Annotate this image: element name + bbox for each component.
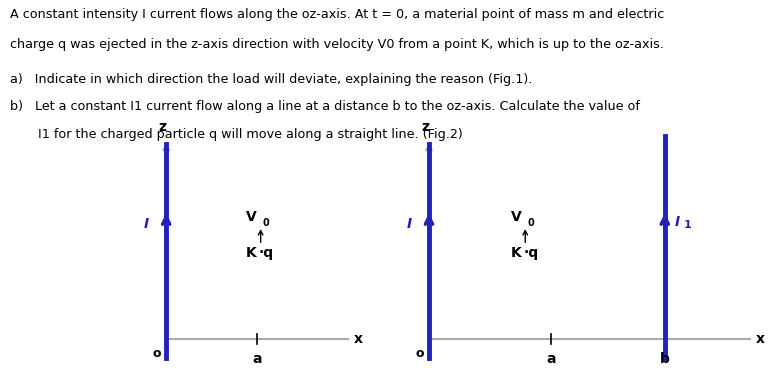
Text: 0: 0 bbox=[263, 218, 270, 228]
Text: I: I bbox=[144, 217, 149, 231]
Text: K: K bbox=[511, 246, 522, 260]
Text: b: b bbox=[660, 352, 669, 367]
Text: a)   Indicate in which direction the load will deviate, explaining the reason (F: a) Indicate in which direction the load … bbox=[10, 73, 533, 86]
Text: K: K bbox=[246, 246, 257, 260]
Text: V: V bbox=[246, 210, 257, 224]
Text: z: z bbox=[421, 120, 429, 134]
Text: b)   Let a constant I1 current flow along a line at a distance b to the oz-axis.: b) Let a constant I1 current flow along … bbox=[10, 100, 640, 113]
Text: I: I bbox=[407, 217, 412, 231]
Text: V: V bbox=[511, 210, 522, 224]
Text: ·q: ·q bbox=[524, 246, 539, 260]
Text: a: a bbox=[547, 352, 556, 367]
Text: z: z bbox=[158, 120, 166, 134]
Text: ·q: ·q bbox=[259, 246, 274, 260]
Text: charge q was ejected in the z-axis direction with velocity V0 from a point K, wh: charge q was ejected in the z-axis direc… bbox=[10, 38, 664, 51]
Text: a: a bbox=[252, 352, 262, 367]
Text: o: o bbox=[153, 347, 161, 360]
Text: x: x bbox=[354, 332, 363, 346]
Text: I1 for the charged particle q will move along a straight line. (Fig.2): I1 for the charged particle q will move … bbox=[10, 128, 463, 141]
Text: x: x bbox=[756, 332, 765, 346]
Text: o: o bbox=[416, 347, 424, 360]
Text: A constant intensity I current flows along the oz-axis. At t = 0, a material poi: A constant intensity I current flows alo… bbox=[10, 8, 664, 21]
Text: 0: 0 bbox=[527, 218, 534, 228]
Text: 1: 1 bbox=[684, 220, 692, 230]
Text: I: I bbox=[675, 215, 680, 229]
